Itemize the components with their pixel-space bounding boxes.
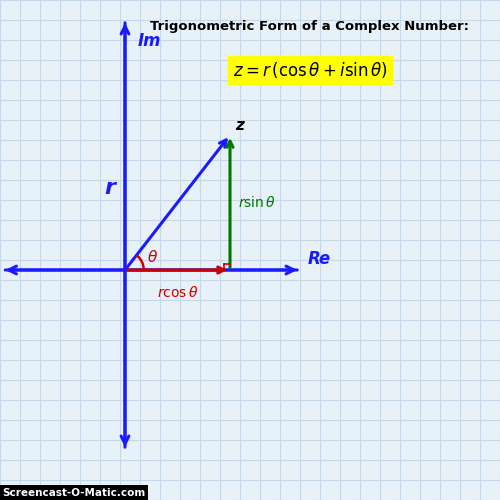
Text: $r\cos\theta$: $r\cos\theta$ [156, 285, 198, 300]
Text: Re: Re [308, 250, 330, 268]
Text: $z = r\,(\cos\theta + i\sin\theta)$: $z = r\,(\cos\theta + i\sin\theta)$ [232, 60, 388, 80]
Text: $\theta$: $\theta$ [147, 250, 158, 266]
Text: Trigonometric Form of a Complex Number:: Trigonometric Form of a Complex Number: [150, 20, 469, 33]
Text: z: z [235, 118, 244, 132]
Text: r: r [104, 178, 115, 198]
Text: Screencast-O-Matic.com: Screencast-O-Matic.com [2, 488, 146, 498]
Text: $r\sin\theta$: $r\sin\theta$ [238, 195, 276, 210]
Text: Im: Im [138, 32, 161, 50]
